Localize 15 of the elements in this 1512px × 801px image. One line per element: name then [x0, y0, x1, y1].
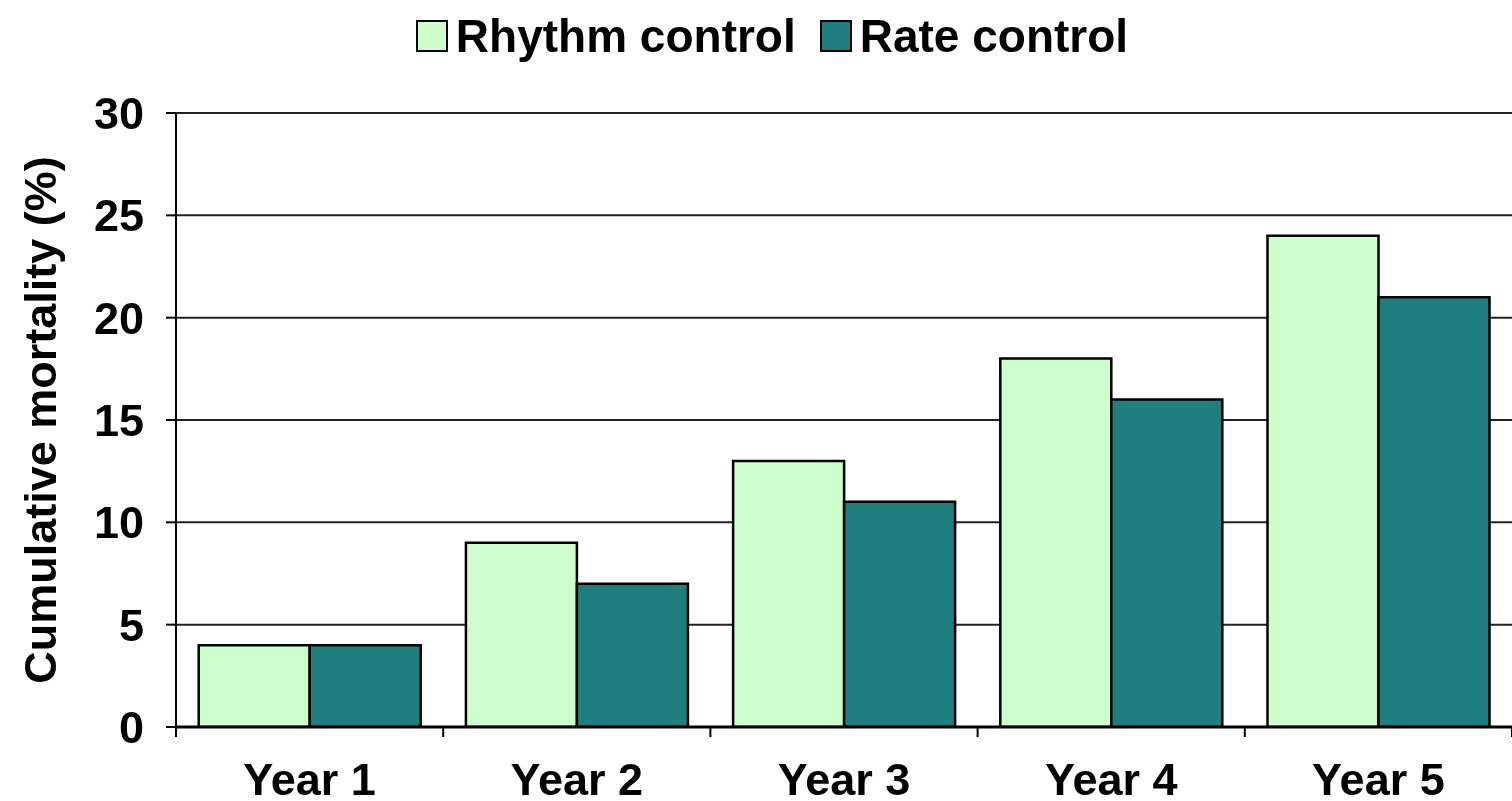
- x-tick-label: Year 4: [1044, 754, 1178, 801]
- y-tick-label: 0: [118, 701, 144, 753]
- x-tick-label: Year 3: [777, 754, 911, 801]
- y-tick-label: 30: [93, 87, 144, 139]
- y-tick-label: 5: [118, 599, 144, 651]
- x-tick-label: Year 5: [1312, 754, 1445, 801]
- y-tick-label: 15: [93, 394, 144, 446]
- y-axis-title: Cumulative mortality (%): [14, 156, 66, 684]
- x-tick-label: Year 2: [510, 754, 644, 801]
- y-tick-label: 25: [93, 190, 144, 242]
- y-tick-label: 10: [93, 497, 144, 549]
- legend-label: Rate control: [859, 10, 1129, 62]
- x-tick-label: Year 1: [243, 754, 376, 801]
- legend-label: Rhythm control: [455, 10, 796, 62]
- y-tick-label: 20: [93, 292, 144, 344]
